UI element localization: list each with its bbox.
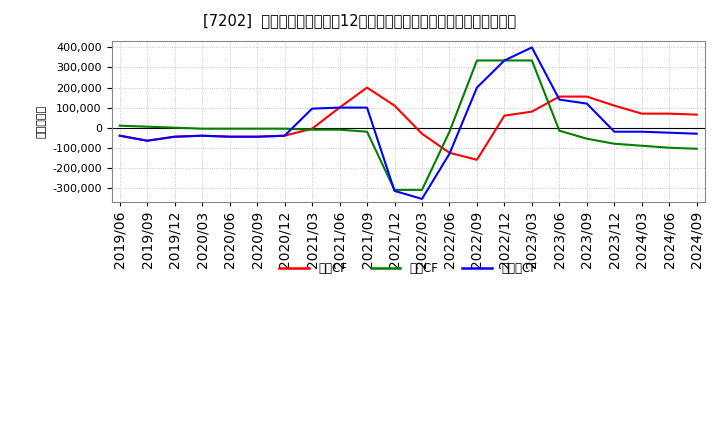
Y-axis label: （百万円）: （百万円） — [37, 105, 47, 138]
営業CF — [225, 134, 234, 139]
Legend: 営業CF, 投資CF, フリーCF: 営業CF, 投資CF, フリーCF — [274, 257, 542, 279]
フリーCF — [390, 188, 399, 194]
Line: 営業CF: 営業CF — [120, 88, 697, 160]
営業CF — [143, 138, 151, 143]
投資CF — [472, 58, 481, 63]
投資CF — [693, 146, 701, 151]
営業CF — [637, 111, 646, 116]
営業CF — [472, 157, 481, 162]
投資CF — [445, 129, 454, 134]
投資CF — [390, 187, 399, 193]
フリーCF — [555, 97, 564, 102]
投資CF — [528, 58, 536, 63]
営業CF — [198, 133, 207, 138]
投資CF — [307, 127, 316, 132]
フリーCF — [143, 138, 151, 143]
Text: [7202]  キャッシュフローの12か月移動合計の対前年同期増減額の推移: [7202] キャッシュフローの12か月移動合計の対前年同期増減額の推移 — [204, 13, 516, 28]
営業CF — [500, 113, 509, 118]
フリーCF — [225, 134, 234, 139]
フリーCF — [445, 151, 454, 156]
営業CF — [280, 133, 289, 138]
投資CF — [555, 128, 564, 133]
フリーCF — [253, 134, 261, 139]
営業CF — [363, 85, 372, 90]
Line: 投資CF: 投資CF — [120, 60, 697, 190]
フリーCF — [528, 45, 536, 50]
投資CF — [363, 129, 372, 134]
投資CF — [418, 187, 426, 193]
フリーCF — [280, 133, 289, 138]
投資CF — [582, 136, 591, 141]
営業CF — [115, 133, 124, 138]
投資CF — [225, 126, 234, 131]
投資CF — [143, 124, 151, 129]
営業CF — [418, 131, 426, 136]
営業CF — [582, 94, 591, 99]
営業CF — [610, 103, 618, 108]
フリーCF — [582, 101, 591, 106]
Line: フリーCF: フリーCF — [120, 48, 697, 199]
フリーCF — [115, 133, 124, 138]
フリーCF — [637, 129, 646, 134]
営業CF — [171, 134, 179, 139]
営業CF — [665, 111, 674, 116]
営業CF — [253, 134, 261, 139]
営業CF — [555, 94, 564, 99]
営業CF — [390, 103, 399, 108]
フリーCF — [610, 129, 618, 134]
フリーCF — [693, 131, 701, 136]
投資CF — [198, 126, 207, 131]
投資CF — [637, 143, 646, 148]
投資CF — [253, 126, 261, 131]
営業CF — [693, 112, 701, 117]
フリーCF — [665, 130, 674, 136]
フリーCF — [363, 105, 372, 110]
営業CF — [307, 126, 316, 131]
投資CF — [500, 58, 509, 63]
投資CF — [280, 126, 289, 131]
投資CF — [610, 141, 618, 147]
投資CF — [171, 125, 179, 130]
フリーCF — [418, 196, 426, 202]
営業CF — [445, 150, 454, 155]
フリーCF — [171, 134, 179, 139]
フリーCF — [336, 105, 344, 110]
営業CF — [528, 109, 536, 114]
投資CF — [115, 123, 124, 128]
フリーCF — [307, 106, 316, 111]
フリーCF — [198, 133, 207, 138]
営業CF — [336, 105, 344, 110]
投資CF — [336, 127, 344, 132]
フリーCF — [500, 58, 509, 63]
フリーCF — [472, 85, 481, 90]
投資CF — [665, 145, 674, 150]
